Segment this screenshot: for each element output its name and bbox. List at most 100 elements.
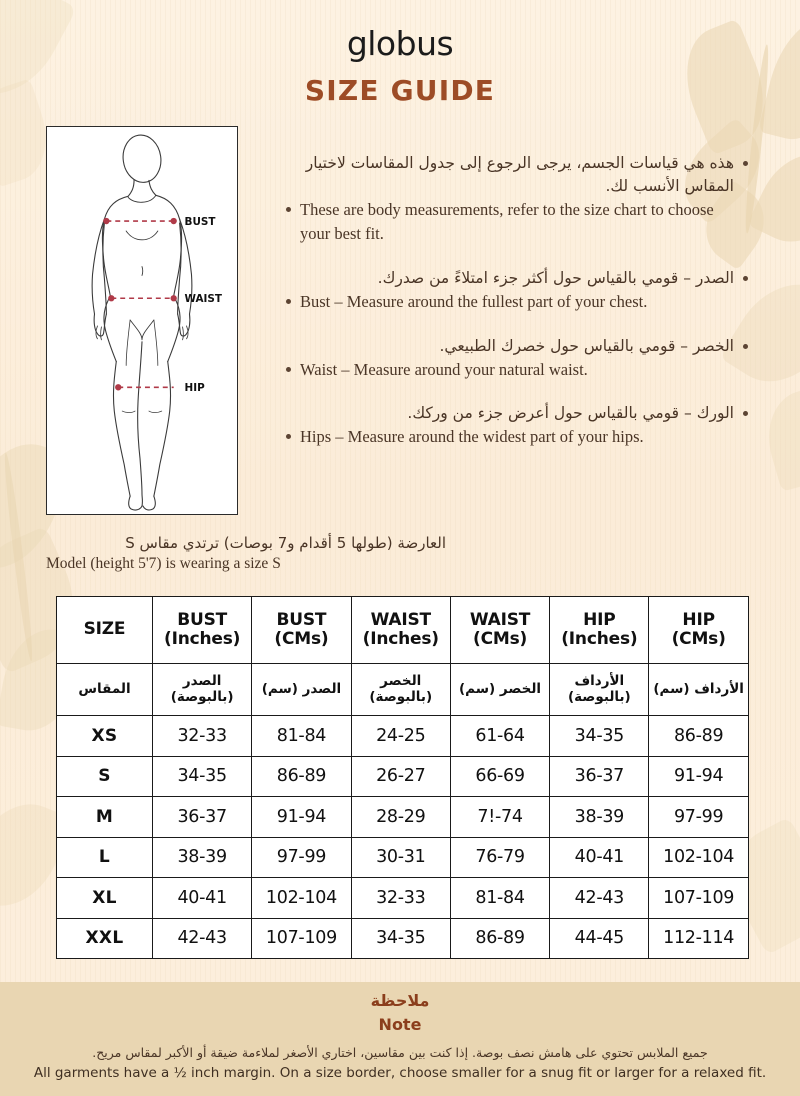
instruction-group-general: هذه هي قياسات الجسم، يرجى الرجوع إلى جدو… — [286, 152, 748, 246]
bust-label: BUST — [185, 216, 217, 228]
cell-hip-inches: 42-43 — [549, 877, 650, 919]
instruction-group-waist: الخصر – قومي بالقياس حول خصرك الطبيعي. W… — [286, 335, 748, 382]
cell-bust-cms: 102-104 — [251, 877, 352, 919]
cell-size: L — [56, 836, 153, 878]
bullet-dot-icon — [743, 275, 748, 281]
cell-waist-inches: 28-29 — [350, 796, 451, 838]
cell-waist-inches: 26-27 — [350, 755, 451, 797]
leaf-decoration — [756, 384, 800, 492]
table-header-cell: HIP (CMs) — [648, 596, 749, 664]
cell-bust-inches: 42-43 — [151, 917, 253, 959]
cell-hip-cms: 97-99 — [648, 796, 749, 838]
table-row: XS 32-33 81-84 24-25 61-64 34-35 86-89 — [56, 715, 749, 757]
cell-waist-cms: 66-69 — [449, 755, 551, 797]
page-header: globus SIZE GUIDE — [0, 24, 800, 108]
footer-note-heading-en: Note — [378, 1014, 422, 1034]
table-header-cell: WAIST (CMs) — [449, 596, 551, 664]
cell-size: XS — [56, 715, 153, 757]
cell-hip-inches: 34-35 — [549, 715, 650, 757]
cell-bust-cms: 97-99 — [251, 836, 352, 878]
cell-bust-cms: 107-109 — [251, 917, 352, 959]
header-line-2: (CMs) — [671, 629, 726, 649]
bust-marker-right — [170, 217, 177, 225]
model-caption-ar: العارضة (طولها 5 أقدام و7 بوصات) ترتدي م… — [125, 534, 446, 552]
cell-waist-cms: 61-64 — [449, 715, 551, 757]
table-header-cell: BUST (CMs) — [251, 596, 352, 664]
stem-decoration — [1, 452, 36, 662]
bullet-item: Bust – Measure around the fullest part o… — [286, 290, 748, 314]
cell-bust-cms: 86-89 — [251, 755, 352, 797]
bullet-item: Waist – Measure around your natural wais… — [286, 358, 748, 382]
cell-waist-cms: 86-89 — [449, 917, 551, 959]
cell-hip-inches: 44-45 — [549, 917, 650, 959]
waist-label: WAIST — [185, 293, 223, 305]
waist-marker-left — [108, 295, 115, 302]
bullet-item: Hips – Measure around the widest part of… — [286, 425, 748, 449]
bullet-text-ar: الخصر – قومي بالقياس حول خصرك الطبيعي. — [439, 336, 734, 355]
table-header-cell-ar: الأرداف (سم) — [648, 663, 749, 716]
bullet-item: هذه هي قياسات الجسم، يرجى الرجوع إلى جدو… — [286, 152, 748, 198]
header-line-2: (Inches) — [164, 629, 241, 649]
header-line-1: WAIST — [370, 609, 432, 630]
table-header-row-ar: المقاس الصدر (بالبوصة) الصدر (سم) الخصر … — [56, 663, 749, 716]
table-header-cell: HIP (Inches) — [549, 596, 650, 664]
table-row: S 34-35 86-89 26-27 66-69 36-37 91-94 — [56, 755, 749, 797]
cell-waist-cms: 76-79 — [449, 836, 551, 878]
bullet-dot-icon — [743, 411, 748, 417]
bullet-dot-icon — [743, 343, 748, 349]
header-line-1: SIZE — [83, 619, 126, 640]
bullet-text-en: Waist – Measure around your natural wais… — [300, 359, 588, 379]
cell-waist-cms: 81-84 — [449, 877, 551, 919]
cell-hip-cms: 86-89 — [648, 715, 749, 757]
size-chart-table: SIZE BUST (Inches) BUST (CMs) WAIST (Inc… — [56, 596, 749, 959]
bullet-text-en: These are body measurements, refer to th… — [300, 199, 714, 243]
bullet-text-ar: الصدر – قومي بالقياس حول أكثر جزء امتلاء… — [377, 268, 734, 287]
cell-hip-inches: 38-39 — [549, 796, 650, 838]
cell-hip-inches: 36-37 — [549, 755, 650, 797]
hip-label: HIP — [185, 382, 206, 394]
cell-hip-cms: 91-94 — [648, 755, 749, 797]
cell-bust-cms: 91-94 — [251, 796, 352, 838]
cell-waist-inches: 34-35 — [350, 917, 451, 959]
bullet-text-ar: الورك – قومي بالقياس حول أعرض جزء من ورك… — [407, 404, 734, 423]
cell-hip-cms: 107-109 — [648, 877, 749, 919]
table-header-cell-ar: الخصر (بالبوصة) — [350, 663, 451, 716]
header-line-1: WAIST — [469, 609, 531, 630]
measurement-instructions: هذه هي قياسات الجسم، يرجى الرجوع إلى جدو… — [286, 152, 748, 449]
model-caption: العارضة (طولها 5 أقدام و7 بوصات) ترتدي م… — [46, 533, 446, 575]
table-header-cell-ar: الصدر (سم) — [251, 663, 352, 716]
cell-bust-inches: 32-33 — [151, 715, 253, 757]
leaf-decoration — [746, 138, 800, 258]
table-row: L 38-39 97-99 30-31 76-79 40-41 102-104 — [56, 836, 749, 878]
table-header-cell-ar: الأرداف (بالبوصة) — [549, 663, 650, 716]
cell-waist-inches: 30-31 — [350, 836, 451, 878]
table-row: XXL 42-43 107-109 34-35 86-89 44-45 112-… — [56, 917, 749, 959]
table-row: M 36-37 91-94 28-29 7!-74 38-39 97-99 — [56, 796, 749, 838]
hip-marker-left — [115, 384, 122, 391]
cell-size: XL — [56, 877, 153, 919]
table-header-cell-ar: الخصر (سم) — [449, 663, 551, 716]
bullet-text-en: Bust – Measure around the fullest part o… — [300, 291, 648, 311]
footer-note-band: ملاحظة Note جميع الملابس تحتوي على هامش … — [0, 982, 800, 1096]
table-header-row-en: SIZE BUST (Inches) BUST (CMs) WAIST (Inc… — [56, 596, 749, 664]
bullet-dot-icon — [286, 434, 291, 440]
cell-bust-inches: 34-35 — [151, 755, 253, 797]
cell-waist-inches: 32-33 — [350, 877, 451, 919]
bullet-item: الخصر – قومي بالقياس حول خصرك الطبيعي. — [286, 335, 748, 358]
bullet-item: الصدر – قومي بالقياس حول أكثر جزء امتلاء… — [286, 267, 748, 290]
cell-hip-cms: 112-114 — [648, 917, 749, 959]
cell-size: XXL — [56, 917, 153, 959]
cell-hip-cms: 102-104 — [648, 836, 749, 878]
model-caption-en: Model (height 5'7) is wearing a size S — [46, 555, 281, 573]
brand-logo: globus — [346, 24, 454, 63]
bullet-dot-icon — [286, 206, 291, 212]
page-title: SIZE GUIDE — [304, 74, 496, 108]
header-line-2: (CMs) — [473, 629, 528, 649]
footer-body-en: All garments have a ½ inch margin. On a … — [33, 1064, 767, 1081]
cell-size: S — [56, 755, 153, 797]
footer-body-ar: جميع الملابس تحتوي على هامش نصف بوصة. إذ… — [92, 1045, 708, 1061]
header-line-2: (CMs) — [274, 629, 329, 649]
table-header-cell-ar: المقاس — [56, 663, 153, 716]
cell-waist-inches: 24-25 — [350, 715, 451, 757]
waist-marker-right — [170, 295, 177, 302]
